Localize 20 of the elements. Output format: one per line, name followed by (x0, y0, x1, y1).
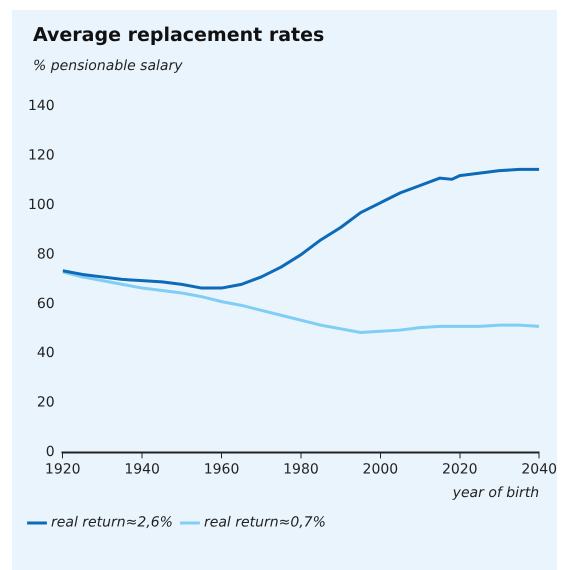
x-tick-label: 1940 (124, 461, 160, 478)
y-tick-label: 20 (36, 394, 55, 411)
y-tick-label: 140 (28, 98, 55, 114)
chart-title: Average replacement rates (33, 24, 324, 46)
x-tick-label: 1920 (44, 461, 81, 478)
y-tick-label: 80 (36, 246, 55, 262)
x-tick-label: 1980 (283, 461, 319, 478)
x-tick-label: 2000 (362, 461, 398, 478)
legend-label: real return≈2,6% (51, 514, 173, 531)
y-tick-label: 120 (28, 147, 55, 164)
y-axis-title: % pensionable salary (33, 58, 183, 74)
x-tick-label: 1960 (204, 461, 240, 478)
y-tick-label: 60 (36, 296, 55, 312)
y-tick-label: 100 (28, 196, 55, 213)
x-tick-label: 2020 (442, 461, 478, 478)
x-axis-title: year of birth (452, 485, 540, 502)
x-tick-label: 2040 (521, 461, 558, 478)
legend-label: real return≈0,7% (204, 514, 326, 531)
y-tick-label: 40 (36, 345, 55, 362)
y-tick-label: 0 (46, 444, 55, 460)
